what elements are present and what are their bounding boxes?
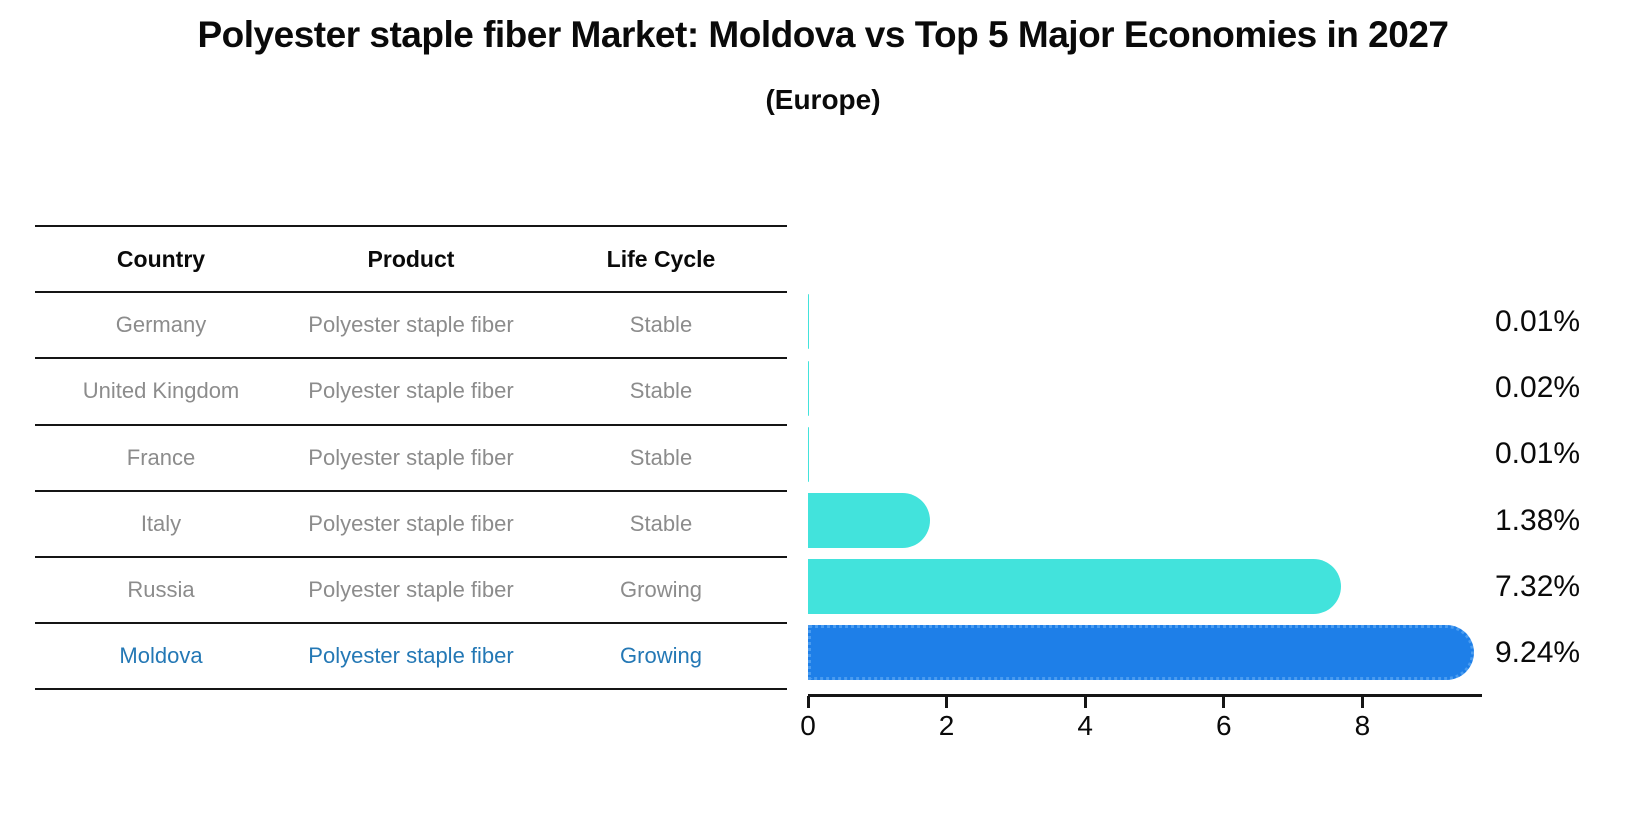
- cell-life-cycle: Growing: [620, 577, 702, 603]
- column-header: Product: [367, 245, 455, 272]
- cell-product: Polyester staple fiber: [308, 643, 514, 669]
- bar-value-label: 1.38%: [1495, 503, 1581, 537]
- x-axis-tick: [1222, 696, 1226, 708]
- table-row: France Polyester staple fiber Stable: [35, 426, 787, 492]
- page-subtitle: (Europe): [765, 84, 881, 115]
- x-axis-tick-label: 0: [800, 710, 816, 741]
- cell-life-cycle: Stable: [629, 444, 693, 470]
- bar-germany: [808, 294, 809, 350]
- cell-country: France: [126, 444, 196, 470]
- bar-value-label: 0.02%: [1495, 371, 1581, 405]
- cell-country: Italy: [140, 510, 182, 536]
- cell-life-cycle: Stable: [629, 378, 693, 404]
- bar-france: [808, 426, 809, 482]
- table-row: Russia Polyester staple fiber Growing: [35, 558, 787, 625]
- x-axis-tick-label: 4: [1077, 710, 1093, 741]
- bar-value-label: 9.24%: [1495, 635, 1581, 669]
- table-row: Germany Polyester staple fiber Stable: [35, 293, 787, 360]
- table-header-row: Country Product Life Cycle: [35, 227, 787, 294]
- cell-product: Polyester staple fiber: [308, 510, 514, 536]
- bar-value-label: 0.01%: [1495, 437, 1581, 471]
- cell-product: Polyester staple fiber: [308, 378, 514, 404]
- cell-product: Polyester staple fiber: [308, 312, 514, 338]
- cell-life-cycle: Growing: [620, 643, 702, 669]
- cell-product: Polyester staple fiber: [308, 577, 514, 603]
- x-axis-tick: [806, 696, 810, 708]
- x-axis-tick-label: 2: [938, 710, 955, 741]
- cell-life-cycle: Stable: [629, 510, 693, 536]
- x-axis-tick-label: 8: [1354, 710, 1371, 741]
- cell-country: Russia: [127, 577, 195, 603]
- cell-country: Germany: [115, 312, 207, 338]
- bar-russia: [808, 559, 1342, 615]
- cell-product: Polyester staple fiber: [308, 444, 514, 470]
- x-axis-tick-label: 6: [1216, 710, 1232, 741]
- bar-value-label: 0.01%: [1495, 304, 1581, 338]
- cell-country: Moldova: [119, 643, 203, 669]
- table-rows: Germany Polyester staple fiber Stable Unite…: [35, 293, 787, 691]
- cell-country: United Kingdom: [82, 378, 240, 404]
- table-row: United Kingdom Polyester staple fiber Stab…: [35, 359, 787, 426]
- table-row: Moldova Polyester staple fiber Growing: [35, 624, 787, 691]
- x-axis-tick: [945, 696, 949, 708]
- bar-italy: [808, 493, 930, 548]
- x-axis-tick: [1360, 696, 1364, 708]
- column-header: Country: [116, 245, 206, 272]
- x-axis-line: [808, 694, 1482, 697]
- page-title: Polyester staple fiber Market: Moldova v…: [197, 14, 1450, 55]
- cell-life-cycle: Stable: [629, 312, 693, 338]
- bar-value-label: 7.32%: [1495, 569, 1581, 603]
- bar-united-kingdom: [808, 360, 810, 416]
- x-axis-tick: [1083, 696, 1087, 708]
- table-row: Italy Polyester staple fiber Stable: [35, 492, 787, 558]
- column-header: Life Cycle: [606, 245, 716, 272]
- data-table: Country Product Life Cycle Germany Polyeste…: [35, 225, 787, 691]
- bar-moldova: [808, 625, 1475, 681]
